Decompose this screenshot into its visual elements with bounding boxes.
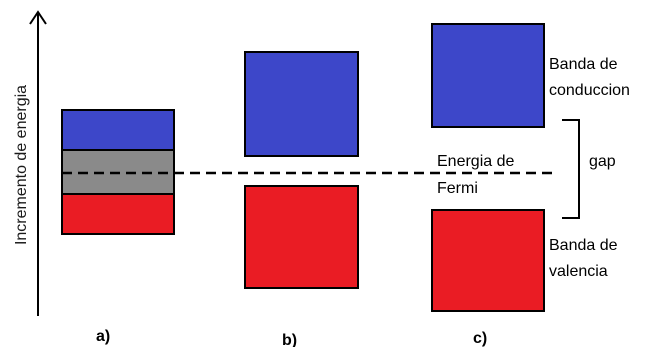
case-c-conduction-band: [431, 23, 545, 128]
valence-band-label-line2: valencia: [549, 263, 608, 280]
conduction-band-label-line2: conduccion: [549, 82, 630, 99]
energy-axis-arrowhead: [29, 10, 47, 25]
fermi-label-line2: Fermi: [437, 180, 478, 197]
gap-label: gap: [589, 153, 616, 170]
case-b-bands: [244, 51, 359, 289]
case-c-label: c): [473, 330, 487, 347]
case-a-bands: [61, 109, 175, 235]
case-c-valence-band: [431, 209, 545, 312]
case-b-conduction-band: [244, 51, 359, 157]
valence-band-label-line1: Banda de: [549, 237, 618, 254]
gap-bracket: [562, 119, 580, 219]
case-a-valence-band: [61, 193, 175, 235]
energy-axis-label: Incremento de energia: [13, 85, 30, 245]
conduction-band-label-line1: Banda de: [549, 56, 618, 73]
case-c-bands: [431, 23, 545, 312]
case-a-conduction-band: [61, 109, 175, 151]
fermi-label-line1: Energia de: [437, 153, 514, 170]
case-b-label: b): [282, 332, 297, 347]
case-b-valence-band: [244, 185, 359, 289]
case-a-label: a): [96, 328, 110, 345]
